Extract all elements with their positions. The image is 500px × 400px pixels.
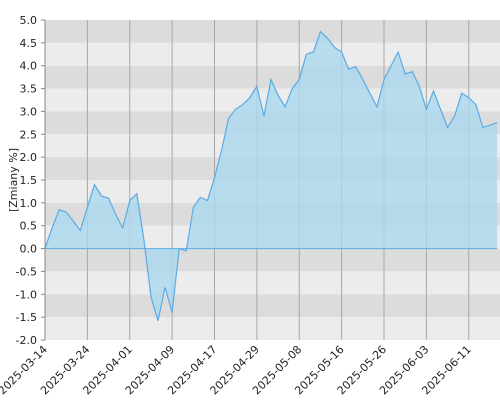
- y-tick-label: 4.5: [20, 37, 38, 50]
- grid-band: [45, 248, 500, 272]
- line: [44, 30, 498, 321]
- y-tick-label: 0.5: [20, 220, 38, 233]
- y-tick-label: 0.0: [20, 243, 38, 256]
- grid-band: [45, 317, 500, 340]
- grid-band: [45, 20, 500, 43]
- grid-band: [45, 42, 500, 66]
- y-tick-label: 1.5: [20, 174, 38, 187]
- y-tick-label: -1.5: [16, 311, 37, 324]
- y-tick-label: 3.5: [20, 83, 38, 96]
- grid-band: [45, 294, 500, 318]
- y-tick-label: 4.0: [20, 60, 38, 73]
- y-tick-label: 3.0: [20, 105, 38, 118]
- y-tick-label: 1.0: [20, 197, 38, 210]
- y-tick-label: 2.5: [20, 128, 38, 141]
- y-tick-label: 2.0: [20, 151, 38, 164]
- y-axis-label: [Zmiany %]: [7, 148, 20, 212]
- y-tick-label: 5.0: [20, 14, 38, 27]
- y-tick-label: -2.0: [16, 334, 37, 347]
- y-tick-label: -0.5: [16, 265, 37, 278]
- y-tick-label: -1.0: [16, 288, 37, 301]
- grid-band: [45, 271, 500, 295]
